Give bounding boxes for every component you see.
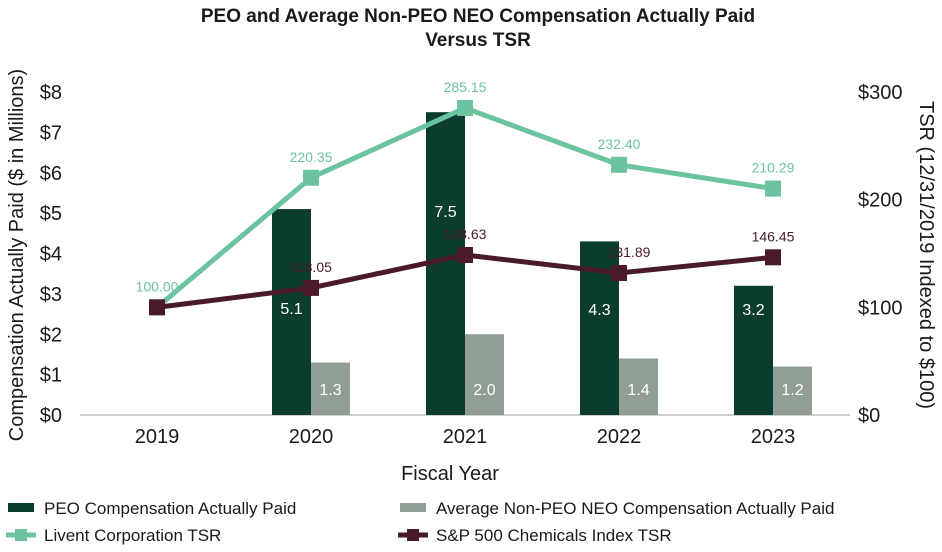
marker-livent <box>457 99 473 116</box>
bar-label-non-peo: 1.4 <box>627 382 649 399</box>
bar-non-peo <box>619 358 658 415</box>
bar-label-peo: 3.2 <box>742 302 764 319</box>
legend-label-peo: PEO Compensation Actually Paid <box>44 499 296 518</box>
y-tick-label: $5 <box>40 203 62 225</box>
line-label-sp500: 148.63 <box>444 226 487 242</box>
bar-peo <box>272 209 311 415</box>
bar-non-peo <box>465 334 504 415</box>
y-tick-label: $8 <box>40 82 62 104</box>
legend-marker-sp500 <box>407 529 419 541</box>
y-tick-label: $2 <box>40 324 62 346</box>
bar-label-non-peo: 1.2 <box>781 382 803 399</box>
line-label-sp500: 131.89 <box>608 244 651 260</box>
line-label-livent: 220.35 <box>290 149 333 165</box>
chart-title-line2: Versus TSR <box>425 30 531 51</box>
legend-label-livent: Livent Corporation TSR <box>44 526 221 545</box>
x-tick-label: 2022 <box>597 426 642 448</box>
bar-label-non-peo: 1.3 <box>319 382 341 399</box>
y-tick-label: $4 <box>40 244 62 266</box>
y-tick-label: $7 <box>40 122 62 144</box>
line-label-sp500: 146.45 <box>752 228 795 244</box>
x-axis-label: Fiscal Year <box>401 463 499 485</box>
marker-sp500 <box>149 299 165 316</box>
y-tick-label: $0 <box>40 405 62 427</box>
legend-label-non-peo: Average Non-PEO NEO Compensation Actuall… <box>436 499 834 518</box>
marker-sp500 <box>457 246 473 263</box>
marker-sp500 <box>303 279 319 296</box>
legend-item-peo: PEO Compensation Actually Paid <box>8 499 296 518</box>
chart-title-line1: PEO and Average Non-PEO NEO Compensation… <box>201 6 755 27</box>
y2-tick-label: $0 <box>858 405 880 427</box>
legend-item-sp500: S&P 500 Chemicals Index TSR <box>398 526 672 545</box>
bar-peo <box>734 285 773 415</box>
legend-swatch-peo <box>8 503 34 512</box>
legend-swatch-non-peo <box>400 503 426 512</box>
bar-label-peo: 5.1 <box>280 301 302 318</box>
marker-livent <box>765 180 781 197</box>
y2-tick-label: $100 <box>858 297 903 319</box>
marker-sp500 <box>765 249 781 266</box>
legend-marker-livent <box>15 529 27 541</box>
x-tick-label: 2023 <box>751 426 796 448</box>
legend-label-sp500: S&P 500 Chemicals Index TSR <box>436 526 672 545</box>
line-label-sp500: 118.05 <box>290 259 332 275</box>
bar-label-non-peo: 2.0 <box>473 382 495 399</box>
legend-item-non-peo: Average Non-PEO NEO Compensation Actuall… <box>400 499 834 518</box>
bar-label-peo: 7.5 <box>434 204 456 221</box>
x-tick-label: 2021 <box>443 426 488 448</box>
x-tick-label: 2020 <box>289 426 334 448</box>
bar-label-peo: 4.3 <box>588 302 610 319</box>
x-tick-label: 2019 <box>135 426 180 448</box>
y2-tick-label: $300 <box>858 82 903 104</box>
bar-non-peo <box>311 362 350 415</box>
bar-non-peo <box>773 366 812 415</box>
marker-livent <box>303 169 319 186</box>
legend-item-livent: Livent Corporation TSR <box>6 526 221 545</box>
marker-livent <box>611 156 627 173</box>
legend: PEO Compensation Actually Paid Average N… <box>6 499 834 545</box>
y-tick-label: $1 <box>40 365 62 387</box>
line-label-livent: 100.00 <box>136 278 179 294</box>
y-tick-label: $6 <box>40 163 62 185</box>
line-label-livent: 210.29 <box>752 160 795 176</box>
y-tick-label: $3 <box>40 284 62 306</box>
y2-tick-label: $200 <box>858 190 903 212</box>
y-axis-label: Compensation Actually Paid ($ in Million… <box>6 69 28 441</box>
line-label-livent: 285.15 <box>444 79 487 95</box>
marker-sp500 <box>611 264 627 281</box>
y2-axis-label: TSR (12/31/2019 Indexed to $100) <box>915 101 937 409</box>
line-label-livent: 232.40 <box>598 136 641 152</box>
plot-area: $0 $1 $2 $3 $4 $5 $6 $7 $8 $0 $100 $200 $300 2019 2020… <box>40 79 903 448</box>
